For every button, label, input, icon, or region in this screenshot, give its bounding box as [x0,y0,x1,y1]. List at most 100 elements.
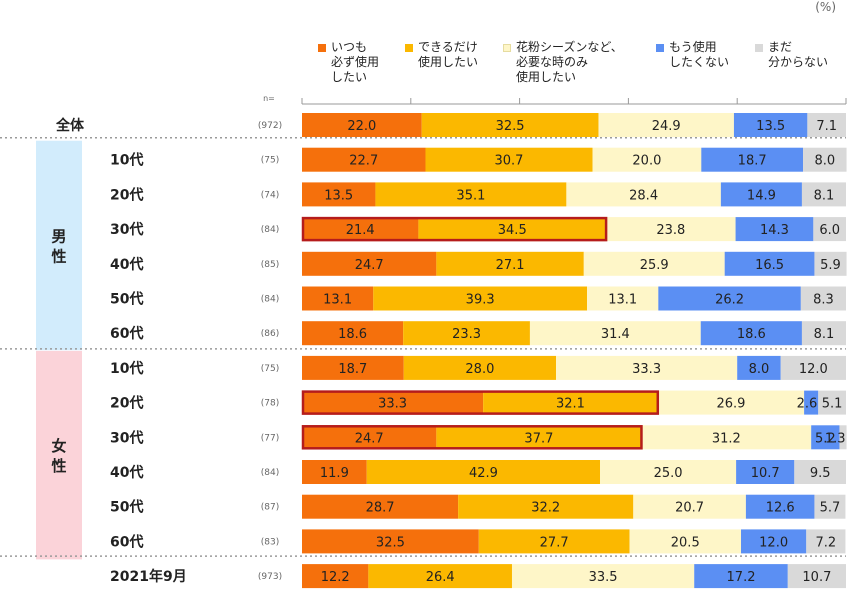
row-n: (84) [261,468,279,478]
data-label-when-possible: 42.9 [469,466,498,481]
data-label-always: 22.7 [349,154,378,169]
data-label-unknown: 8.1 [814,327,835,342]
row-n: (84) [261,295,279,305]
bar-segment-unknown [794,460,846,484]
bar-segment-when-needed [598,113,734,137]
data-label-when-possible: 39.3 [466,293,495,308]
row-n: (83) [261,537,279,547]
bar-segment-when-possible [403,321,530,346]
data-label-always: 13.5 [324,188,353,203]
bar-segment-no-more [737,355,781,380]
data-label-no-more: 2.6 [797,397,818,412]
row-label: 10代 [110,152,143,169]
bar-segment-when-possible [373,286,588,311]
data-label-when-needed: 31.4 [601,327,630,342]
data-label-when-possible: 23.3 [452,327,481,342]
data-label-always: 12.2 [321,570,350,585]
data-label-when-possible: 27.7 [540,535,569,550]
bar-segment-when-needed [629,529,742,554]
bar-segment-always [302,286,374,311]
legend-item-when-possible: できるだけ 使用したい [405,40,478,70]
data-label-always: 32.5 [376,535,405,550]
legend-label-unknown: まだ 分からない [768,40,829,69]
data-label-when-needed: 28.4 [629,188,658,203]
bar-segment-always [302,113,422,137]
bar-segment-when-needed [583,251,725,276]
bar-segment-always [302,564,369,589]
data-label-when-needed: 24.9 [652,119,681,134]
bar-segment-unknown [801,321,846,346]
row-n: (87) [261,503,279,513]
row-n: (77) [261,433,279,443]
data-label-always: 18.7 [338,362,367,377]
data-label-no-more: 18.7 [738,154,767,169]
data-label-always: 22.0 [347,119,376,134]
female-group-band [36,350,82,560]
bar-segment-when-possible [403,355,557,380]
bar-segment-when-needed [529,321,701,346]
bar-segment-when-needed [587,286,659,311]
data-label-unknown: 7.2 [816,535,837,550]
data-label-when-needed: 20.5 [671,535,700,550]
data-label-no-more: 14.9 [747,188,776,203]
row-label: 40代 [110,256,143,273]
data-label-when-needed: 25.0 [654,466,683,481]
row-label: 50代 [110,499,143,516]
bar-segment-when-possible [368,564,512,589]
legend-item-always: いつも 必ず使用 したい [318,40,379,85]
legend-label-when-possible: できるだけ 使用したい [418,40,479,69]
bar-segment-always [302,425,437,450]
male-group-label: 性 [51,247,66,265]
row-label: 20代 [110,395,143,412]
data-label-no-more: 12.6 [766,501,795,516]
data-label-when-possible: 32.1 [556,397,585,412]
row-label: 30代 [110,429,143,446]
unit-label: (%) [815,0,836,14]
legend-swatch-unknown [755,44,763,52]
legend-item-no-more: もう使用 したくない [656,40,729,70]
bar-segment-when-needed [592,147,702,172]
data-label-unknown: 1.3 [825,431,846,446]
data-label-always: 21.4 [346,223,375,238]
bar-segment-when-possible [425,147,593,172]
row-n: (74) [261,190,279,200]
row-label: 30代 [110,221,143,238]
bar-segment-unknown [807,113,846,137]
bar-segment-no-more [724,251,815,276]
data-label-unknown: 5.9 [820,258,841,273]
row-label: 2021年9月 [110,568,187,585]
highlight-box [301,425,643,450]
data-label-no-more: 10.7 [751,466,780,481]
row-n: (78) [261,399,279,409]
legend-swatch-when-needed [503,44,511,52]
data-label-always: 24.7 [355,431,384,446]
bar-segment-no-more [701,147,804,172]
bar-segment-unknown [839,425,847,450]
legend-item-when-needed: 花粉シーズンなど、 必要な時のみ 使用したい [503,40,623,85]
data-label-always: 11.9 [320,466,349,481]
legend-item-unknown: まだ 分からない [755,40,828,70]
data-label-no-more: 12.0 [759,535,788,550]
bar-segment-no-more [745,494,815,519]
bar-segment-no-more [694,564,788,589]
data-label-always: 13.1 [323,293,352,308]
bar-segment-when-needed [511,564,695,589]
data-label-when-possible: 30.7 [495,154,524,169]
bar-segment-unknown [806,529,846,554]
bar-segment-always [302,390,484,415]
bar-segment-always [302,251,437,276]
legend-swatch-when-possible [405,44,413,52]
bar-segment-no-more [736,460,795,484]
n-header: n= [263,94,275,103]
bar-segment-when-possible [436,425,642,450]
data-label-when-possible: 28.0 [465,362,494,377]
bar-segment-no-more [658,286,801,311]
data-label-when-possible: 26.4 [426,570,455,585]
row-n: (973) [258,572,282,582]
bar-segment-when-needed [641,425,812,450]
row-n: (972) [258,121,282,131]
data-label-when-needed: 20.0 [632,154,661,169]
row-label: 20代 [110,186,143,203]
bar-segment-when-possible [421,113,599,137]
